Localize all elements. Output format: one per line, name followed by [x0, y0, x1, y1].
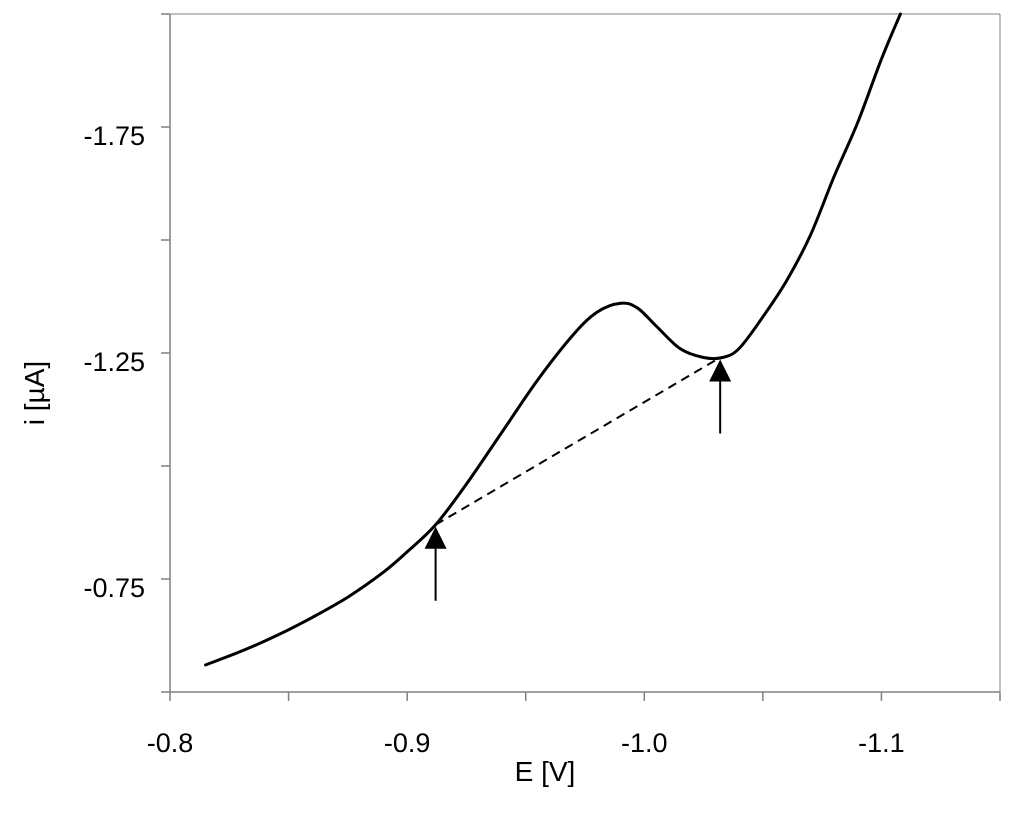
arrow-head	[424, 526, 447, 549]
axes	[169, 13, 1001, 693]
x-tick-label: -1.1	[858, 728, 905, 758]
x-tick-label: -0.9	[384, 728, 431, 758]
y-tick-label: -1.75	[83, 121, 145, 151]
x-tick-label: -1.0	[621, 728, 668, 758]
series-line	[204, 12, 902, 667]
y-tick-label: -1.25	[83, 347, 145, 377]
tick-labels: -0.8 -0.9 -1.0 -1.1 -0.75 -1.25 -1.75	[83, 121, 904, 758]
y-tick-label: -0.75	[83, 573, 145, 603]
arrow-head	[709, 359, 732, 382]
x-tick-label: -0.8	[147, 728, 194, 758]
baseline-line	[435, 356, 721, 526]
annotations	[424, 359, 732, 601]
x-axis-title: E [V]	[515, 756, 576, 787]
y-axis-title: i [µA]	[19, 361, 50, 425]
ticks	[161, 13, 1001, 701]
